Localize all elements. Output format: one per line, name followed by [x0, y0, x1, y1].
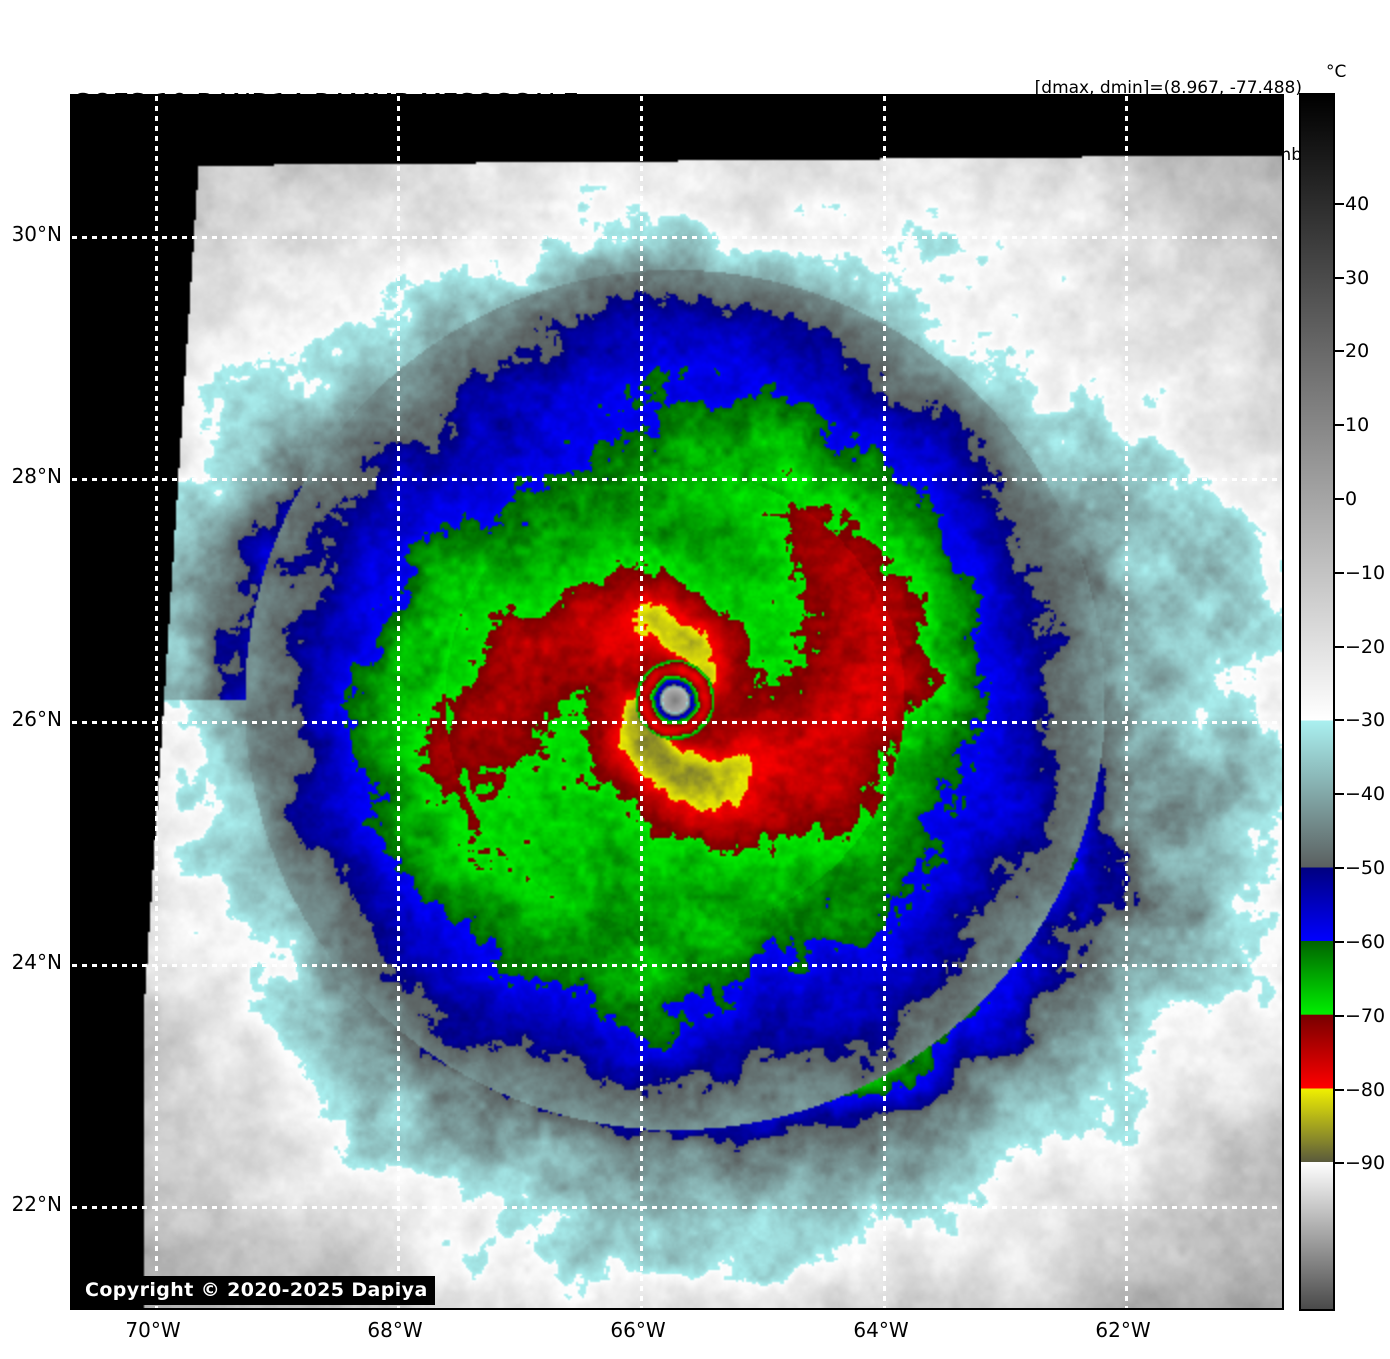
colorbar-tick-label-7: −30 [1345, 709, 1386, 732]
colorbar-tick-label-0: 40 [1345, 192, 1370, 215]
y-tick-label-4: 22°N [11, 1192, 62, 1216]
colorbar-tick-label-9: −50 [1345, 857, 1386, 880]
colorbar-tick-mark-9 [1335, 867, 1344, 870]
colorbar-tick-label-4: 0 [1345, 488, 1358, 510]
x-tick-label-2: 66°W [610, 1318, 666, 1342]
dmax-dmin-label: [dmax, dmin]=(8.967, -77.488) [1034, 77, 1302, 98]
y-tick-label-0: 30°N [11, 222, 62, 246]
copyright-notice: Copyright © 2020-2025 Dapiya [78, 1276, 435, 1305]
colorbar-tick-mark-6 [1335, 645, 1344, 648]
colorbar-tick-label-11: −70 [1345, 1004, 1386, 1027]
colorbar-tick-mark-7 [1335, 719, 1344, 722]
colorbar-tick-label-3: 10 [1345, 414, 1370, 437]
colorbar-tick-label-8: −40 [1345, 783, 1386, 806]
colorbar-tick-mark-0 [1335, 202, 1344, 205]
colorbar-tick-mark-10 [1335, 940, 1344, 943]
colorbar-tick-mark-11 [1335, 1014, 1344, 1017]
y-tick-label-2: 26°N [11, 707, 62, 731]
colorbar-tick-label-2: 20 [1345, 340, 1370, 363]
colorbar-tick-mark-13 [1335, 1162, 1344, 1165]
x-tick-label-3: 64°W [853, 1318, 909, 1342]
colorbar-unit-label: °C [1326, 62, 1347, 82]
temperature-colorbar [1299, 93, 1335, 1311]
colorbar-tick-mark-12 [1335, 1088, 1344, 1091]
colorbar-tick-mark-3 [1335, 424, 1344, 427]
colorbar-gradient [1301, 95, 1333, 1309]
colorbar-tick-mark-2 [1335, 350, 1344, 353]
colorbar-tick-mark-5 [1335, 571, 1344, 574]
colorbar-tick-mark-1 [1335, 276, 1344, 279]
colorbar-tick-label-5: −10 [1345, 561, 1386, 584]
colorbar-tick-label-12: −80 [1345, 1078, 1386, 1101]
x-tick-label-0: 70°W [125, 1318, 181, 1342]
x-tick-label-1: 68°W [367, 1318, 423, 1342]
colorbar-tick-label-13: −90 [1345, 1152, 1386, 1175]
colorbar-tick-label-6: −20 [1345, 635, 1386, 658]
y-tick-label-1: 28°N [11, 464, 62, 488]
x-tick-label-4: 62°W [1095, 1318, 1151, 1342]
colorbar-tick-label-10: −60 [1345, 930, 1386, 953]
satellite-imagery-canvas [72, 96, 1282, 1308]
colorbar-tick-mark-8 [1335, 793, 1344, 796]
colorbar-tick-mark-4 [1335, 498, 1344, 500]
colorbar-tick-label-1: 30 [1345, 266, 1370, 289]
y-tick-label-3: 24°N [11, 950, 62, 974]
satellite-image-plot [70, 94, 1284, 1310]
